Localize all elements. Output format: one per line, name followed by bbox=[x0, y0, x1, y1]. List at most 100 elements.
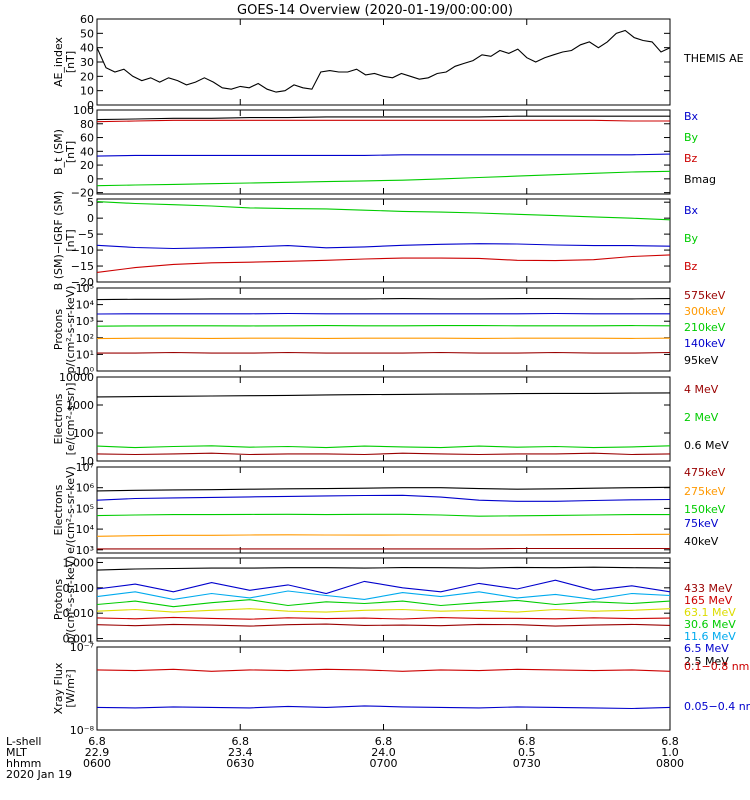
panel-7: 0.001 0.010 0.100 1.000 Protons p/(cm²-s-sr-k… bbox=[52, 556, 736, 668]
legend-entry: 75keV bbox=[684, 517, 719, 530]
y-axis-label: [nT] bbox=[64, 141, 77, 163]
y-axis-label: [W/m²] bbox=[64, 669, 77, 707]
legend-entry: 40keV bbox=[684, 535, 719, 548]
legend-entry: Bmag bbox=[684, 173, 716, 186]
y-tick-label: 10⁴ bbox=[76, 299, 95, 312]
panel-frame bbox=[96, 198, 671, 283]
y-tick-label: 80 bbox=[80, 118, 94, 131]
y-tick-label: 10000 bbox=[59, 371, 94, 384]
y-axis-label: [e/(cm²-s-sr)] bbox=[64, 383, 77, 456]
legend-entry: 275keV bbox=[684, 485, 726, 498]
y-tick-label: 40 bbox=[80, 42, 94, 55]
y-tick-label: 10¹ bbox=[76, 348, 94, 361]
legend-entry: 30.6 MeV bbox=[684, 618, 736, 631]
y-tick-label: 10³ bbox=[76, 544, 94, 557]
x-tick-label-hhmm: 0800 bbox=[656, 757, 684, 770]
legend-entry: 2.5 MeV bbox=[684, 655, 729, 668]
series-line-6-5 bbox=[96, 486, 671, 492]
legend-entry: 433 MeV bbox=[684, 582, 733, 595]
panel-4: 10⁰ 10¹ 10² 10³ 10⁴ 10⁵ Protons p/(cm²-s-sr-keV… bbox=[52, 282, 726, 378]
x-tick-label-hhmm: 0630 bbox=[226, 757, 254, 770]
legend-entry: 140keV bbox=[684, 337, 726, 350]
x-tick-label-mlt: 0.5 bbox=[518, 746, 536, 759]
series-line-3-3 bbox=[96, 254, 671, 273]
panel-frame bbox=[96, 18, 671, 106]
y-tick-label: 10⁻⁸ bbox=[70, 724, 95, 737]
y-tick-label: 0.010 bbox=[63, 607, 95, 620]
y-tick-label: 10⁰ bbox=[76, 365, 95, 378]
legend-entry: Bx bbox=[684, 204, 699, 217]
y-tick-label: 10 bbox=[80, 85, 94, 98]
legend-entry: 6.5 MeV bbox=[684, 642, 729, 655]
panel-frame bbox=[96, 109, 671, 195]
legend-entry: THEMIS AE bbox=[683, 52, 744, 65]
series-line-7-6 bbox=[96, 579, 671, 595]
legend-entry: 150keV bbox=[684, 503, 726, 516]
legend-entry: 95keV bbox=[684, 354, 719, 367]
y-tick-label: 10⁷ bbox=[76, 461, 94, 474]
y-axis-label: Electrons bbox=[52, 393, 65, 444]
y-tick-label: −20 bbox=[71, 187, 94, 200]
series-line-6-2 bbox=[96, 533, 671, 537]
y-axis-label: B (SM)−IGRF (SM) bbox=[52, 191, 65, 291]
x-tick-label-lshell: 6.8 bbox=[661, 735, 679, 748]
legend-entry: 300keV bbox=[684, 305, 726, 318]
y-tick-label: 40 bbox=[80, 145, 94, 158]
y-axis-label: p/(cm²-s-sr-keV) bbox=[64, 556, 77, 644]
y-tick-label: 1.000 bbox=[63, 556, 95, 569]
panel-frame bbox=[96, 557, 671, 642]
y-tick-label: 10⁴ bbox=[76, 523, 95, 536]
y-tick-label: 20 bbox=[80, 159, 94, 172]
series-line-1-1 bbox=[96, 29, 671, 93]
legend-entry: 11.6 MeV bbox=[684, 630, 736, 643]
legend-entry: 0.1−0.8 nm bbox=[684, 660, 749, 673]
x-tick-label-lshell: 6.8 bbox=[232, 735, 250, 748]
legend-entry: 63.1 MeV bbox=[684, 606, 736, 619]
series-line-5-2 bbox=[96, 445, 671, 449]
x-tick-label-mlt: 23.4 bbox=[228, 746, 253, 759]
x-tick-label-hhmm: 0730 bbox=[513, 757, 541, 770]
series-line-3-1 bbox=[96, 243, 671, 250]
y-tick-label: −10 bbox=[71, 244, 94, 257]
y-tick-label: 0 bbox=[87, 212, 94, 225]
y-axis-label: [nT] bbox=[64, 51, 77, 73]
series-line-2-3 bbox=[96, 119, 670, 123]
y-tick-label: −5 bbox=[78, 228, 94, 241]
y-axis-label: Protons bbox=[52, 309, 65, 350]
y-axis-label: p/(cm²-s-sr-keV) bbox=[64, 286, 77, 374]
legend-entry: By bbox=[684, 232, 699, 245]
y-tick-label: 100 bbox=[73, 427, 94, 440]
legend-entry: 0.6 MeV bbox=[684, 439, 729, 452]
x-tick-label-mlt: 1.0 bbox=[661, 746, 679, 759]
panel-frame bbox=[96, 287, 671, 372]
legend-entry: 210keV bbox=[684, 321, 726, 334]
series-line-5-1 bbox=[96, 452, 671, 456]
x-tick-label-lshell: 6.8 bbox=[518, 735, 536, 748]
legend-entry: Bx bbox=[684, 110, 699, 123]
y-axis-label: Protons bbox=[52, 579, 65, 620]
y-axis-label: B_t (SM) bbox=[52, 129, 65, 175]
legend-entry: 475keV bbox=[684, 466, 726, 479]
y-tick-label: 50 bbox=[80, 27, 94, 40]
panel-frame bbox=[96, 646, 671, 731]
y-tick-label: 30 bbox=[80, 56, 94, 69]
x-tick-label-hhmm: 0600 bbox=[83, 757, 111, 770]
y-tick-label: 10⁶ bbox=[76, 482, 95, 495]
x-row-label: L-shell bbox=[6, 735, 42, 748]
y-tick-label: 60 bbox=[80, 132, 94, 145]
y-tick-label: 0.100 bbox=[63, 582, 95, 595]
series-line-8-1 bbox=[96, 668, 671, 672]
y-tick-label: 10 bbox=[80, 455, 94, 468]
x-row-label: MLT bbox=[6, 746, 27, 759]
y-tick-label: 0.001 bbox=[63, 633, 95, 646]
y-tick-label: 20 bbox=[80, 70, 94, 83]
y-tick-label: 0 bbox=[87, 99, 94, 112]
y-tick-label: 10³ bbox=[76, 315, 94, 328]
x-tick-label-lshell: 6.8 bbox=[375, 735, 393, 748]
y-tick-label: 60 bbox=[80, 13, 94, 26]
y-tick-label: 10⁵ bbox=[76, 502, 94, 515]
y-axis-label: AE_index bbox=[52, 36, 65, 87]
